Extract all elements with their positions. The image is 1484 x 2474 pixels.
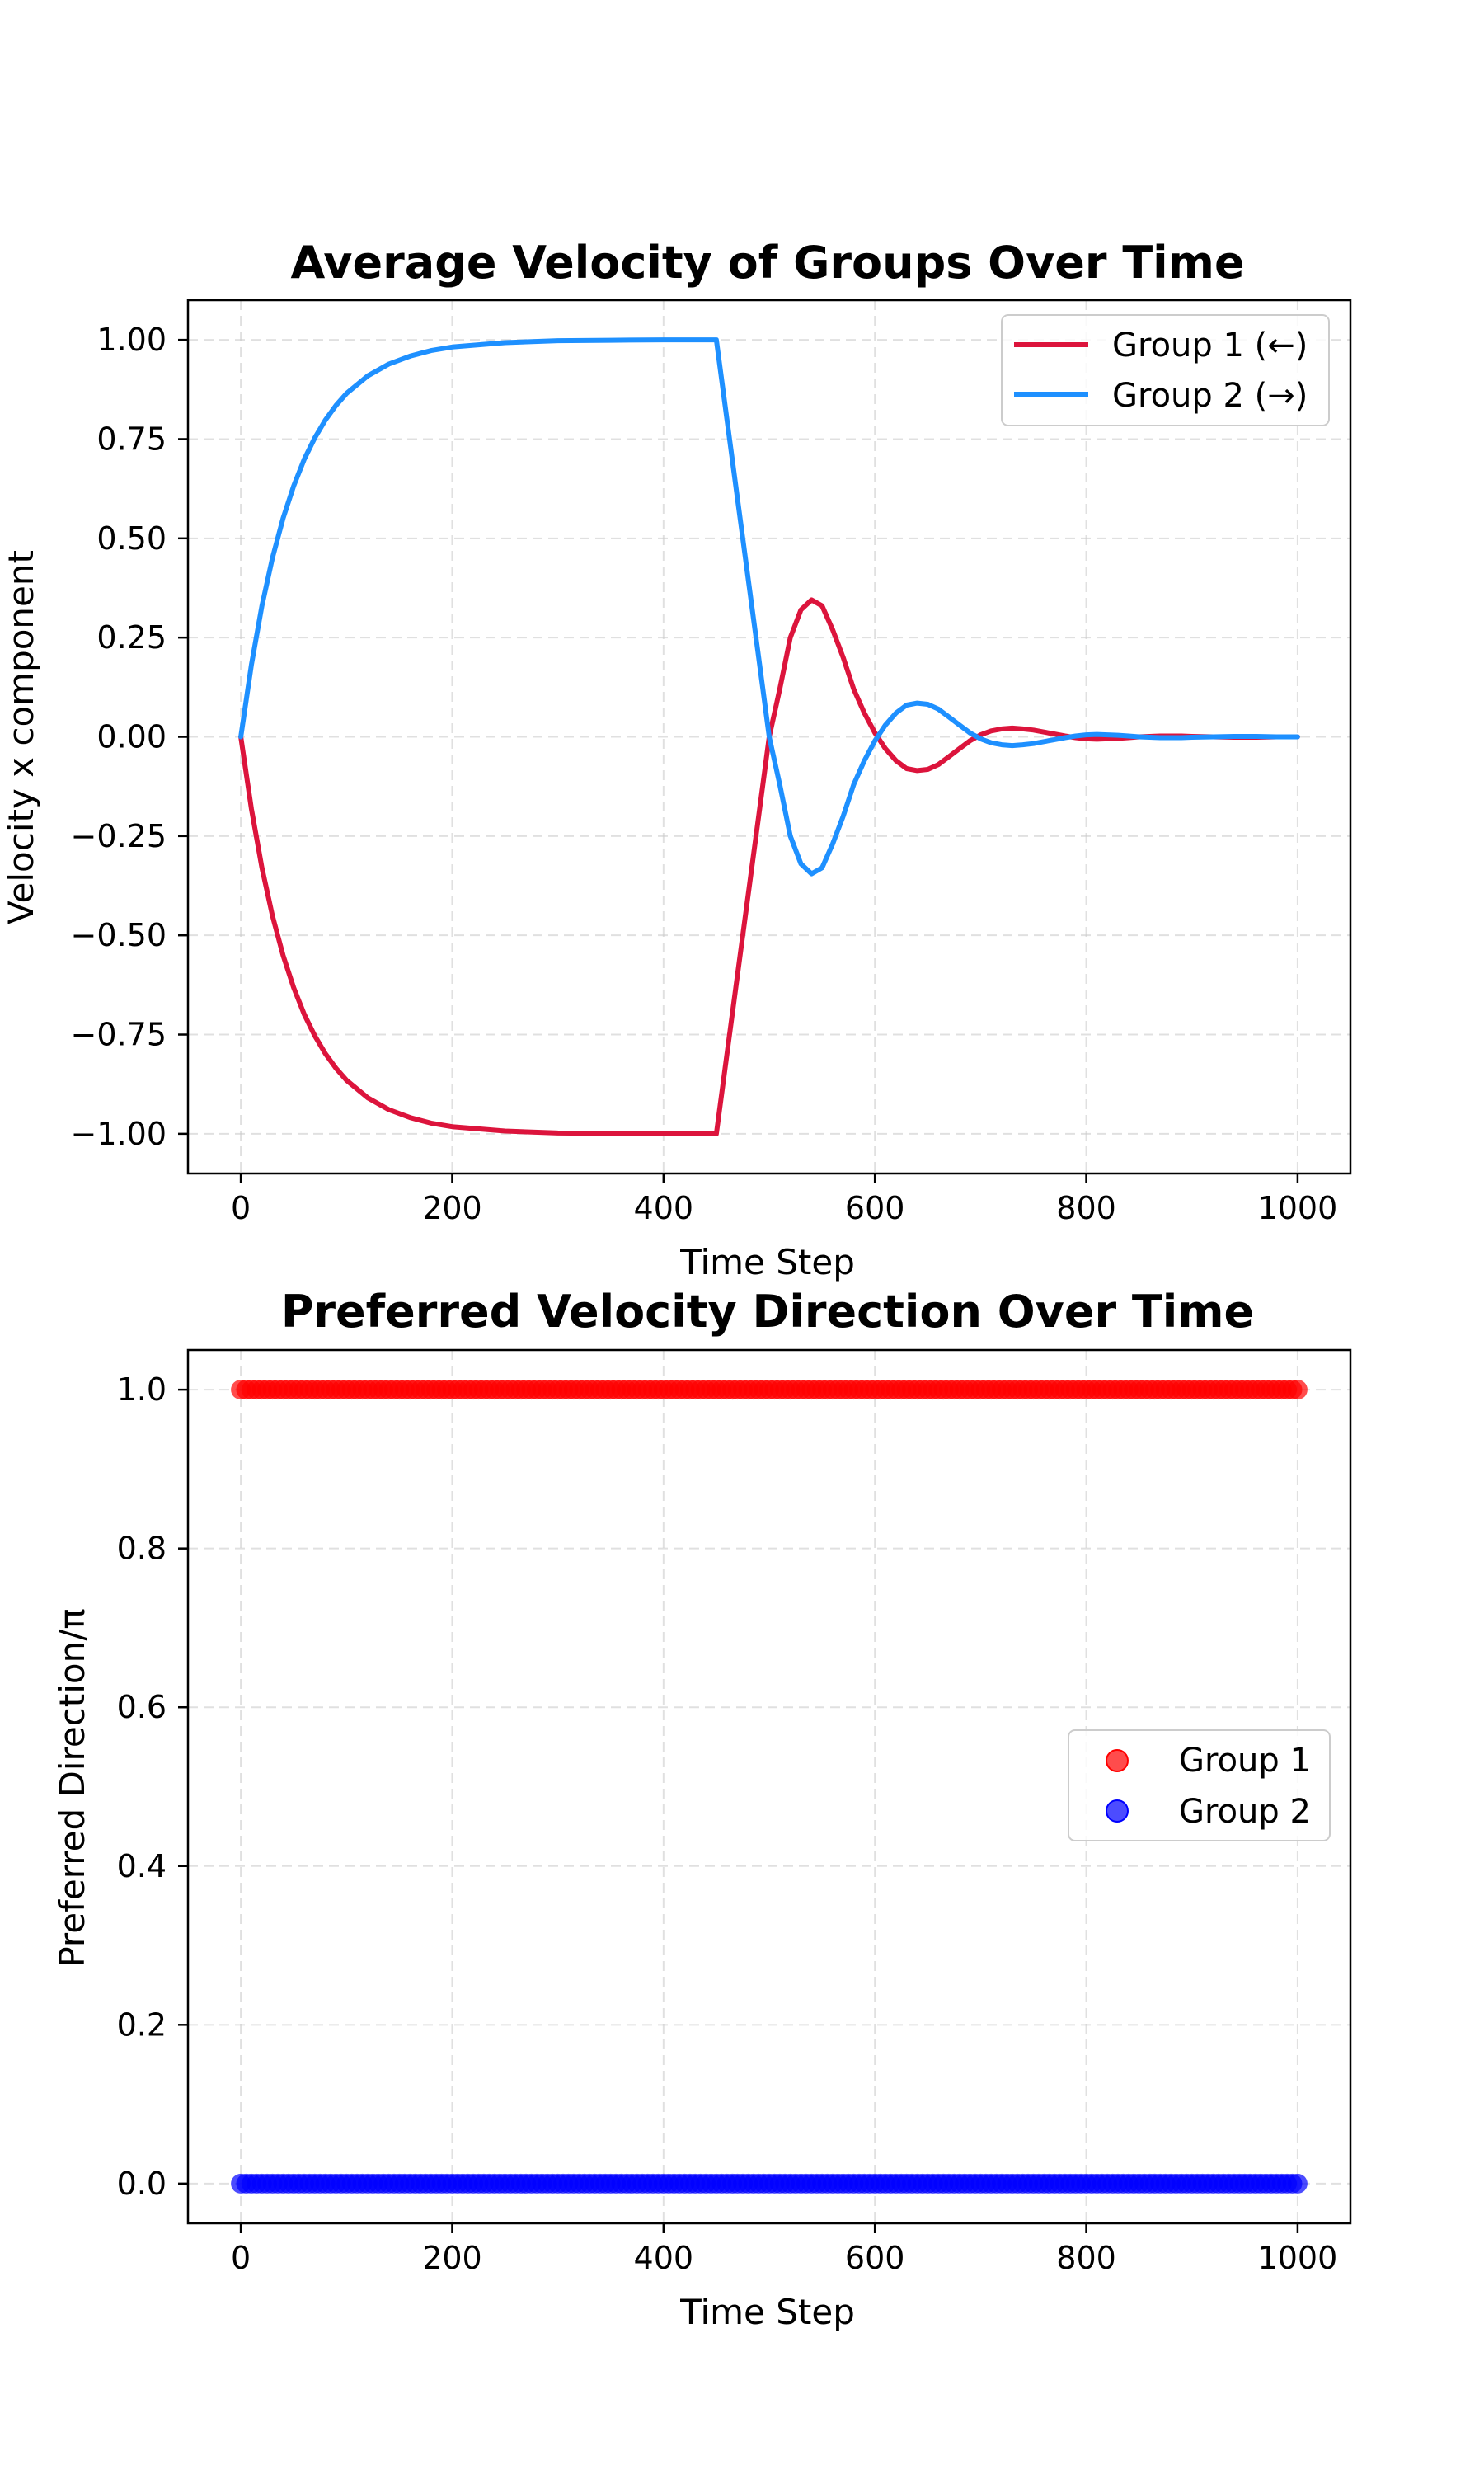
velocity-chart-grid xyxy=(188,300,1350,1174)
y-tick-label: 1.0 xyxy=(117,1371,167,1408)
direction-chart-frame xyxy=(186,1348,1352,2225)
x-tick-label: 0 xyxy=(231,1190,251,1226)
y-tick-label: 0.25 xyxy=(96,619,167,656)
y-tick-label: −0.50 xyxy=(71,917,167,953)
x-tick-label: 0 xyxy=(231,2240,251,2276)
y-tick-label: 1.00 xyxy=(96,322,167,358)
direction-chart: Preferred Velocity Direction Over Time 0… xyxy=(52,1286,1352,2332)
x-tick-label: 1000 xyxy=(1258,1190,1338,1226)
direction-chart-title: Preferred Velocity Direction Over Time xyxy=(281,1286,1254,1338)
velocity-chart-xlabel: Time Step xyxy=(679,1242,855,1282)
x-tick-label: 800 xyxy=(1056,2240,1116,2276)
direction-legend-box xyxy=(1068,1729,1331,1841)
x-tick-label: 400 xyxy=(634,2240,694,2276)
legend-label-group-1: Group 1 (←) xyxy=(1112,327,1308,365)
y-tick-label: −0.25 xyxy=(71,818,167,854)
legend-label-group-2: Group 2 (→) xyxy=(1112,377,1308,415)
y-tick-label: 0.6 xyxy=(117,1689,167,1725)
series-line-group-1 xyxy=(238,597,1300,1136)
series-line-group-2 xyxy=(238,337,1300,877)
velocity-chart-series xyxy=(238,337,1300,1136)
y-tick-label: −0.75 xyxy=(71,1017,167,1053)
velocity-chart: Average Velocity of Groups Over Time 0 20… xyxy=(1,237,1352,1282)
y-tick-label: 0.75 xyxy=(96,421,167,457)
legend-label-group-1: Group 1 xyxy=(1179,1742,1311,1780)
direction-chart-legend: Group 1 Group 2 xyxy=(1068,1729,1331,1841)
x-tick-label: 600 xyxy=(845,2240,905,2276)
y-tick-label: 0.00 xyxy=(96,719,167,755)
x-tick-label: 1000 xyxy=(1258,2240,1338,2276)
y-tick-label: 0.50 xyxy=(96,520,167,557)
x-tick-label: 400 xyxy=(634,1190,694,1226)
x-tick-label: 800 xyxy=(1056,1190,1116,1226)
x-tick-label: 200 xyxy=(422,2240,482,2276)
y-tick-label: 0.4 xyxy=(117,1848,167,1884)
velocity-chart-ylabel: Velocity x component xyxy=(1,550,41,924)
legend-marker-group-1 xyxy=(1106,1749,1129,1772)
velocity-chart-ticks: 0 200 400 600 800 1000 1.00 0.75 0.50 0.25 0.00 −0.… xyxy=(71,322,1338,1226)
direction-chart-ticks: 0 200 400 600 800 1000 1.0 0.8 0.6 0.4 0.2 0.0 xyxy=(117,1371,1338,2276)
direction-chart-xlabel: Time Step xyxy=(679,2292,855,2332)
x-tick-label: 600 xyxy=(845,1190,905,1226)
y-tick-label: 0.2 xyxy=(117,2006,167,2043)
legend-label-group-2: Group 2 xyxy=(1179,1793,1311,1831)
direction-chart-ylabel: Preferred Direction/π xyxy=(52,1608,92,1967)
velocity-chart-title: Average Velocity of Groups Over Time xyxy=(290,237,1244,289)
y-tick-label: 0.8 xyxy=(117,1531,167,1567)
direction-chart-series xyxy=(231,1380,1308,2194)
x-tick-label: 200 xyxy=(422,1190,482,1226)
y-tick-label: −1.00 xyxy=(71,1116,167,1152)
scatter-point-group-2 xyxy=(1287,2173,1308,2194)
velocity-chart-legend: Group 1 (←) Group 2 (→) xyxy=(1001,314,1330,426)
legend-marker-group-2 xyxy=(1106,1799,1129,1823)
scatter-point-group-1 xyxy=(1287,1380,1308,1400)
y-tick-label: 0.0 xyxy=(117,2166,167,2202)
